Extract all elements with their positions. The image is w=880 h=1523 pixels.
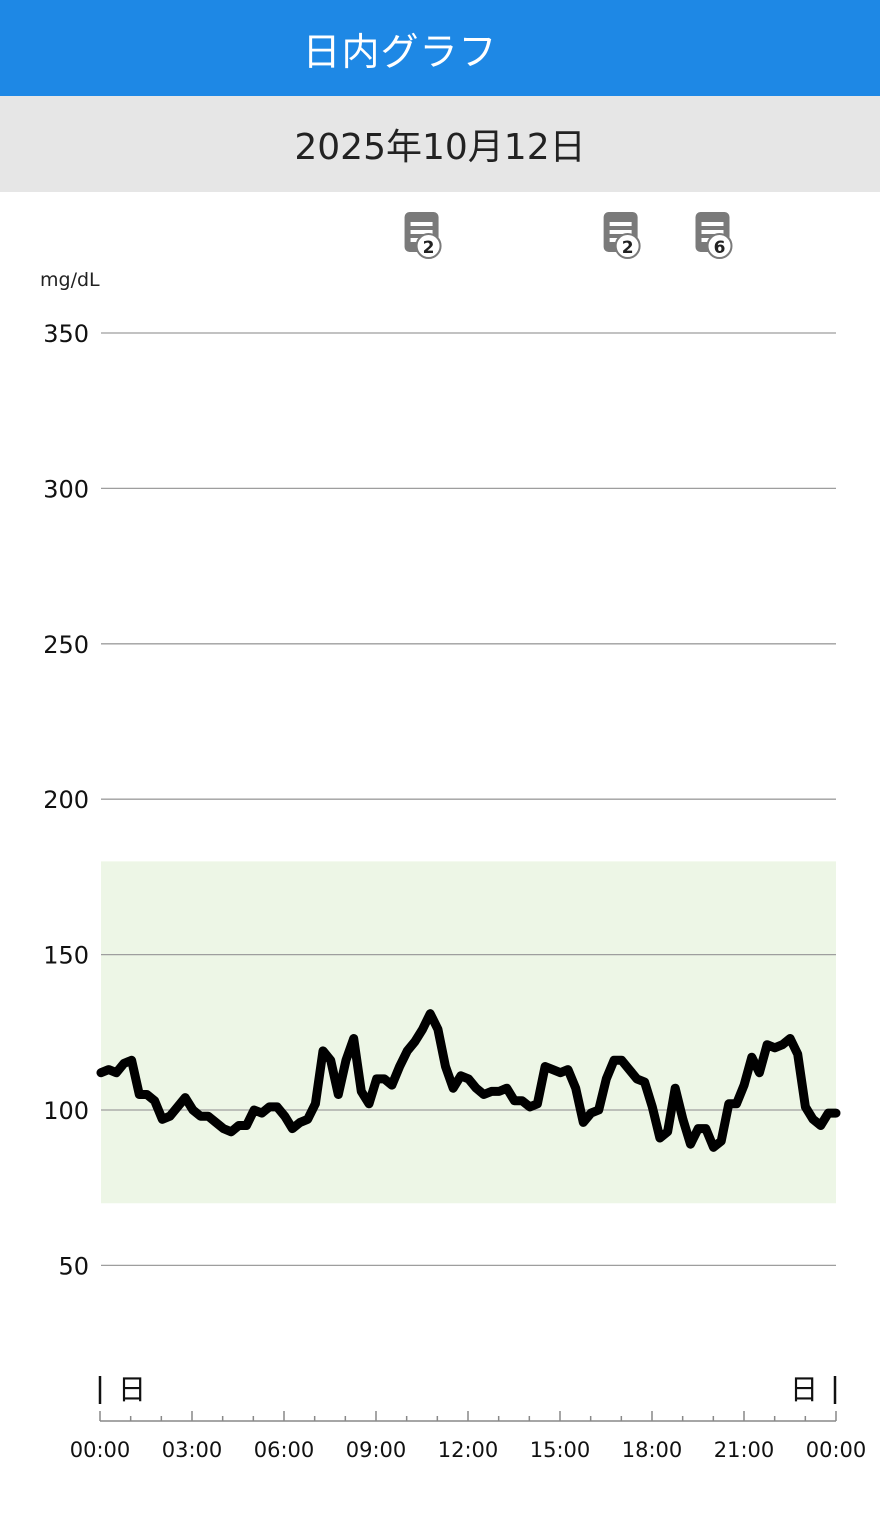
note-count: 2 xyxy=(622,238,634,258)
target-range-band xyxy=(101,861,836,1204)
note-count: 6 xyxy=(714,238,726,258)
x-tick-label: 18:00 xyxy=(622,1438,683,1462)
y-tick-label: 250 xyxy=(43,631,89,659)
day-end-label: 日 xyxy=(790,1373,818,1406)
note-icon[interactable]: 2 xyxy=(404,212,442,259)
series-layer xyxy=(96,1009,841,1152)
x-tick-label: 03:00 xyxy=(162,1438,223,1462)
y-tick-label: 150 xyxy=(43,942,89,970)
note-count: 2 xyxy=(423,238,435,258)
y-tick-label: 300 xyxy=(43,475,89,503)
notes-layer: 2 2 6 xyxy=(404,212,733,259)
day-start-label: 日 xyxy=(118,1373,146,1406)
x-tick-label: 00:00 xyxy=(806,1438,867,1462)
y-tick-label: 100 xyxy=(43,1097,89,1125)
y-unit-label: mg/dL xyxy=(40,269,100,291)
x-tick-label: 21:00 xyxy=(714,1438,775,1462)
date-label: 2025年10月12日 xyxy=(294,127,586,168)
target-range-layer xyxy=(101,861,836,1204)
x-tick-label: 15:00 xyxy=(530,1438,591,1462)
y-tick-label: 50 xyxy=(58,1252,89,1280)
note-icon[interactable]: 6 xyxy=(695,212,733,259)
x-axis: 00:00 03:00 06:00 09:00 12:00 15:00 18:00 21:00… xyxy=(70,1373,867,1462)
x-tick-label: 09:00 xyxy=(346,1438,407,1462)
app-header: 日内グラフ xyxy=(0,0,880,96)
y-tick-label: 200 xyxy=(43,786,89,814)
grid-layer xyxy=(101,332,836,1267)
glucose-chart: 50 100 150 200 250 300 350 mg/dL 2 2 6 00:00 03:0… xyxy=(40,212,867,1462)
date-bar[interactable]: 2025年10月12日 xyxy=(0,96,880,192)
y-tick-label: 350 xyxy=(43,320,89,348)
glucose-series-line-0 xyxy=(96,1009,841,1152)
x-tick-label: 06:00 xyxy=(254,1438,315,1462)
note-icon[interactable]: 2 xyxy=(603,212,641,259)
page-title: 日内グラフ xyxy=(302,29,498,74)
x-tick-label: 00:00 xyxy=(70,1438,131,1462)
x-tick-label: 12:00 xyxy=(438,1438,499,1462)
y-tick-labels: 50 100 150 200 250 300 350 xyxy=(43,320,89,1280)
